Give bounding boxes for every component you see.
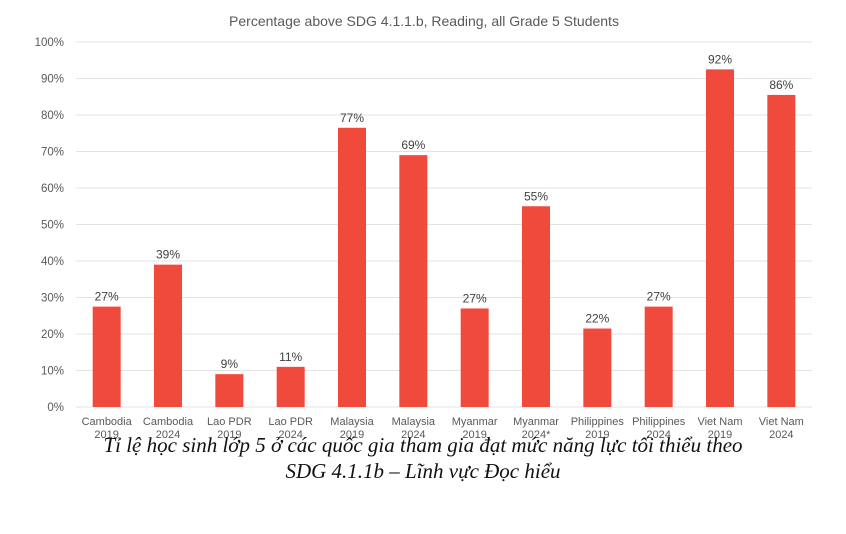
- bar: [154, 264, 182, 407]
- x-category-year-label: 2024*: [522, 429, 551, 441]
- x-category-year-label: 2019: [94, 429, 118, 441]
- data-label: 39%: [156, 248, 180, 262]
- bar: [338, 127, 366, 408]
- x-category-year-label: 2024: [401, 429, 425, 441]
- x-category-year-label: 2019: [708, 429, 732, 441]
- bar: [767, 94, 796, 408]
- bar: [460, 308, 489, 407]
- x-category-year-label: 2019: [340, 429, 364, 441]
- y-tick-label: 80%: [41, 110, 64, 122]
- y-tick-label: 10%: [41, 366, 64, 378]
- x-category-label: Myanmar: [513, 416, 559, 428]
- y-tick-label: 50%: [41, 220, 64, 232]
- bar: [276, 366, 305, 407]
- y-tick-label: 70%: [41, 147, 64, 159]
- data-labels: 27% 39% 9% 11% 77% 69% 27% 55% 22% 27% 92% 86%: [95, 52, 794, 371]
- bar: [522, 206, 550, 407]
- x-category-label: Philippines: [571, 416, 625, 428]
- y-tick-label: 40%: [41, 256, 64, 268]
- x-category-year-label: 2024: [646, 429, 670, 441]
- x-category-year-label: 2019: [462, 429, 486, 441]
- data-label: 27%: [95, 290, 119, 304]
- figure-caption-line-1: Tỉ lệ học sinh lớp 5 ở các quốc gia tham…: [103, 433, 743, 457]
- x-category-label: Philippines: [632, 416, 686, 428]
- bar: [706, 69, 734, 407]
- x-category-year-label: 2024: [769, 429, 793, 441]
- y-tick-label: 20%: [41, 329, 64, 341]
- data-label: 9%: [221, 357, 239, 371]
- y-tick-label: 100%: [35, 37, 64, 49]
- x-category-label: Cambodia: [143, 416, 194, 428]
- x-category-label: Viet Nam: [759, 416, 804, 428]
- data-label: 22%: [585, 312, 609, 326]
- x-category-label: Cambodia: [82, 416, 133, 428]
- bar: [92, 306, 121, 407]
- x-category-year-label: 2019: [585, 429, 609, 441]
- bar: [583, 328, 612, 407]
- x-category-year-label: 2024: [278, 429, 302, 441]
- x-category-label: Myanmar: [452, 416, 498, 428]
- x-category-label: Lao PDR: [268, 416, 313, 428]
- y-tick-label: 90%: [41, 74, 64, 86]
- data-label: 27%: [647, 290, 671, 304]
- data-label: 69%: [401, 138, 425, 152]
- x-category-label: Lao PDR: [207, 416, 252, 428]
- x-category-label: Malaysia: [330, 416, 374, 428]
- figure-caption-line-2: SDG 4.1.1b – Lĩnh vực Đọc hiểu: [285, 459, 561, 483]
- data-label: 55%: [524, 189, 548, 203]
- data-label: 92%: [708, 52, 732, 66]
- data-label: 27%: [463, 291, 487, 305]
- data-label: 11%: [279, 350, 302, 364]
- x-category-label: Malaysia: [392, 416, 436, 428]
- bars: [92, 69, 796, 408]
- bar: [399, 155, 428, 407]
- gridlines: [76, 41, 812, 408]
- bar: [215, 374, 244, 407]
- data-label: 86%: [769, 78, 793, 92]
- x-category-label: Viet Nam: [697, 416, 742, 428]
- y-axis-tick-labels: 0% 10% 20% 30% 40% 50% 60% 70% 80% 90% 100%: [35, 37, 64, 414]
- x-category-year-label: 2019: [217, 429, 241, 441]
- x-category-year-label: 2024: [156, 429, 180, 441]
- bar: [644, 306, 673, 407]
- y-tick-label: 60%: [41, 183, 64, 195]
- chart-title: Percentage above SDG 4.1.1.b, Reading, a…: [229, 13, 619, 29]
- y-tick-label: 0%: [47, 402, 64, 414]
- data-label: 77%: [340, 111, 364, 125]
- y-tick-label: 30%: [41, 293, 64, 305]
